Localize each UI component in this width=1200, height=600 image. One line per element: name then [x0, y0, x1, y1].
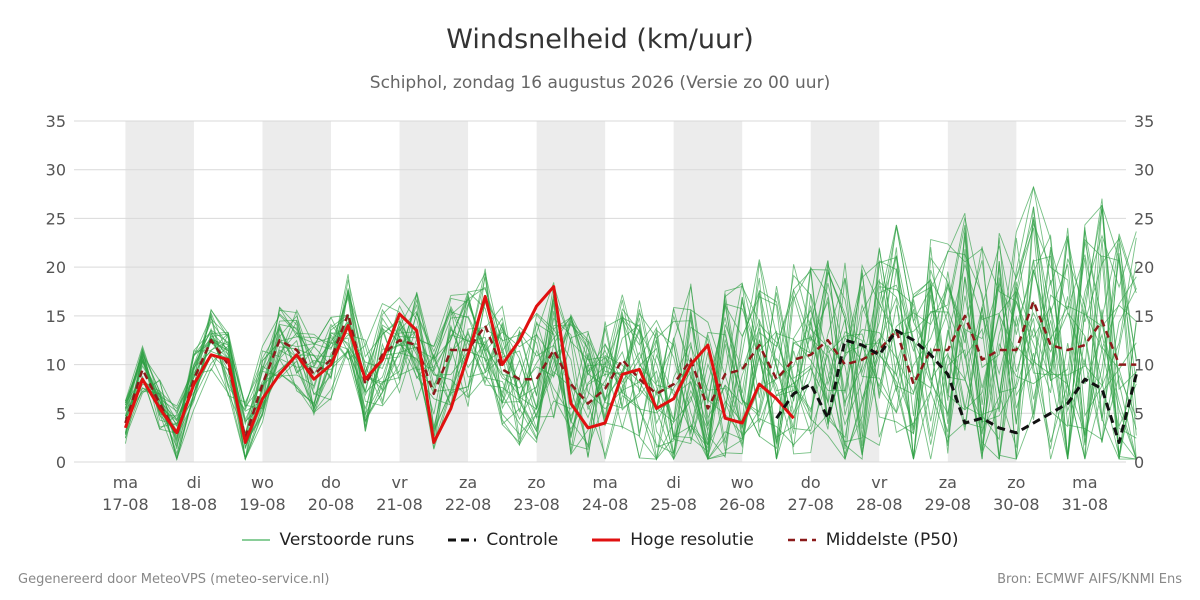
y-axis-ticks: 0 0 5 5 10 10 15 15 20 20 25 25 30 30 35 35: [46, 112, 1155, 472]
ensemble-member-22: [124, 236, 1137, 461]
legend-label: Hoge resolutie: [630, 530, 754, 550]
y-tick-right-35: 35: [1134, 112, 1154, 131]
x-tick-day-10: do: [801, 473, 821, 492]
y-tick-right-0: 0: [1134, 453, 1144, 472]
x-tick-date-4: 21-08: [376, 495, 423, 514]
ensemble-member-30: [124, 213, 1137, 460]
x-tick-day-7: ma: [592, 473, 617, 492]
legend-item-middelste-p50[interactable]: Middelste (P50): [787, 530, 959, 550]
ensemble-member-17: [124, 241, 1137, 460]
legend-thin-green-line-icon: [241, 539, 270, 541]
legend-darkred-dash-icon: [787, 538, 816, 542]
x-tick-day-2: wo: [251, 473, 274, 492]
x-tick-day-4: vr: [392, 473, 408, 492]
x-tick-day-9: wo: [731, 473, 754, 492]
legend-item-controle[interactable]: Controle: [448, 530, 558, 550]
gridlines: [74, 120, 1126, 463]
x-tick-date-0: 17-08: [102, 495, 149, 514]
x-tick-day-6: zo: [528, 473, 546, 492]
x-tick-day-0: ma: [113, 473, 138, 492]
x-tick-date-1: 18-08: [171, 495, 218, 514]
legend-black-dash-icon: [448, 538, 477, 542]
chart-subtitle: Schiphol, zondag 16 augustus 2026 (Versi…: [369, 73, 831, 93]
x-tick-date-11: 28-08: [856, 495, 903, 514]
y-tick-left-20: 20: [46, 258, 66, 277]
y-tick-right-10: 10: [1134, 356, 1154, 375]
y-tick-left-0: 0: [56, 453, 66, 472]
ensemble-member-8: [124, 217, 1137, 445]
x-tick-date-9: 26-08: [719, 495, 766, 514]
x-tick-date-7: 24-08: [582, 495, 629, 514]
ensemble-member-21: [125, 204, 1137, 461]
series-hoge-resolutie: [123, 285, 795, 444]
day-band-21-08: [399, 121, 469, 462]
y-tick-right-25: 25: [1134, 209, 1154, 228]
wind-speed-chart: 0 0 5 5 10 10 15 15 20 20 25 25 30 30 35 35 ma 17-08 di 18…: [46, 112, 1155, 514]
x-tick-date-10: 27-08: [787, 495, 834, 514]
y-tick-left-30: 30: [46, 161, 66, 180]
x-tick-day-3: do: [321, 473, 341, 492]
x-tick-date-5: 22-08: [445, 495, 492, 514]
day-band-19-08: [262, 121, 332, 462]
legend-label: Middelste (P50): [825, 530, 959, 550]
y-tick-left-10: 10: [46, 356, 66, 375]
ensemble-member-18: [125, 204, 1137, 461]
ensemble-member-20: [125, 198, 1137, 461]
legend-red-line-icon: [592, 538, 621, 542]
x-tick-date-6: 23-08: [513, 495, 560, 514]
legend-label: Verstoorde runs: [279, 530, 415, 550]
ensemble-member-25: [124, 246, 1137, 460]
x-tick-day-8: di: [666, 473, 681, 492]
y-tick-right-20: 20: [1134, 258, 1154, 277]
x-tick-day-12: za: [939, 473, 957, 492]
ensemble-lines: [124, 185, 1137, 461]
legend-item-verstoorde-runs[interactable]: Verstoorde runs: [241, 530, 415, 550]
main-series: [123, 285, 1138, 444]
y-tick-right-30: 30: [1134, 161, 1154, 180]
x-tick-date-14: 31-08: [1062, 495, 1109, 514]
ensemble-member-29: [124, 230, 1137, 460]
x-tick-day-14: ma: [1072, 473, 1097, 492]
x-tick-date-13: 30-08: [993, 495, 1040, 514]
series-controle: [775, 329, 1138, 444]
series-middelste-p50-: [124, 299, 1137, 439]
legend: Verstoorde runs Controle Hoge resolutie …: [0, 530, 1200, 550]
footer-credit: Gegenereerd door MeteoVPS (meteo-service…: [18, 572, 330, 587]
x-tick-day-1: di: [187, 473, 202, 492]
x-tick-date-2: 19-08: [239, 495, 286, 514]
y-tick-left-35: 35: [46, 112, 66, 131]
x-tick-date-12: 29-08: [925, 495, 972, 514]
x-tick-day-5: za: [459, 473, 477, 492]
x-tick-day-13: zo: [1007, 473, 1025, 492]
y-tick-right-15: 15: [1134, 307, 1154, 326]
x-tick-day-11: vr: [871, 473, 887, 492]
legend-label: Controle: [486, 530, 559, 550]
y-tick-left-15: 15: [46, 307, 66, 326]
x-tick-date-8: 25-08: [650, 495, 697, 514]
y-tick-right-5: 5: [1134, 404, 1144, 423]
legend-item-hoge-resolutie[interactable]: Hoge resolutie: [592, 530, 754, 550]
y-tick-left-5: 5: [56, 404, 66, 423]
x-tick-date-3: 20-08: [308, 495, 355, 514]
y-tick-left-25: 25: [46, 209, 66, 228]
chart-title: Windsnelheid (km/uur): [446, 24, 754, 55]
x-axis-ticks: ma 17-08 di 18-08 wo 19-08 do 20-08 vr 21-08 za 22-…: [102, 473, 1108, 514]
footer-source: Bron: ECMWF AIFS/KNMI Ens: [997, 572, 1182, 587]
